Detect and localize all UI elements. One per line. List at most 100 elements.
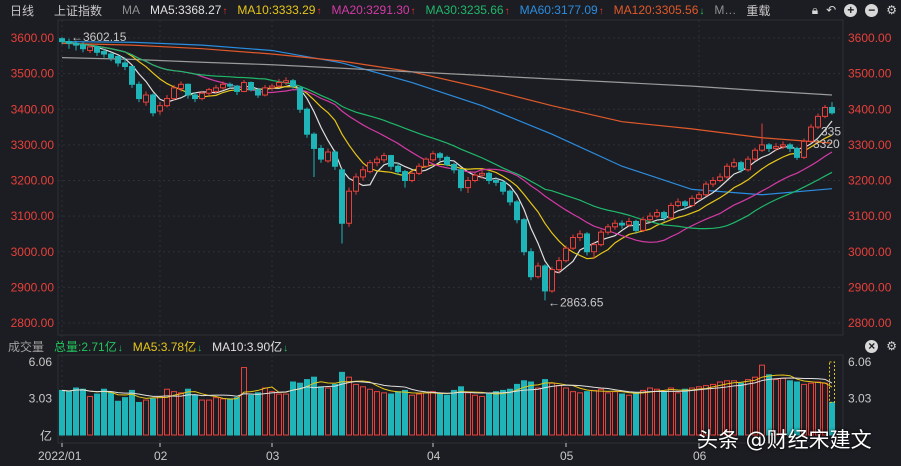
volume-bar[interactable] [59, 389, 65, 436]
candle[interactable] [199, 90, 205, 101]
volume-bar[interactable] [241, 367, 247, 436]
candle[interactable] [801, 138, 807, 160]
volume-bar[interactable] [619, 393, 625, 436]
volume-bar[interactable] [332, 383, 338, 436]
candle[interactable] [353, 173, 359, 195]
volume-bar[interactable] [710, 383, 716, 436]
volume-bar[interactable] [493, 391, 499, 436]
volume-bar[interactable] [87, 395, 93, 436]
candle[interactable] [143, 91, 149, 106]
candle[interactable] [388, 154, 394, 170]
volume-bar[interactable] [423, 392, 429, 436]
candle[interactable] [465, 176, 471, 193]
volume-bar[interactable] [115, 400, 121, 436]
volume-bar[interactable] [479, 395, 485, 436]
volume-bar[interactable] [668, 387, 674, 436]
volume-bar[interactable] [220, 398, 226, 436]
volume-bar[interactable] [689, 387, 695, 436]
candle[interactable] [129, 65, 135, 88]
volume-bar[interactable] [101, 388, 107, 436]
candle[interactable] [206, 87, 212, 96]
candle[interactable] [367, 159, 373, 174]
volume-bar[interactable] [157, 395, 163, 436]
gear-icon[interactable]: ⚙ [886, 3, 897, 17]
volume-bar[interactable] [444, 394, 450, 436]
volume-bar[interactable] [290, 381, 296, 436]
candle[interactable] [318, 144, 324, 163]
candle[interactable] [381, 152, 387, 163]
candle[interactable] [283, 77, 289, 86]
volume-bar[interactable] [703, 385, 709, 436]
candle[interactable] [815, 113, 821, 129]
volume-bar[interactable] [395, 391, 401, 436]
candle[interactable] [507, 189, 513, 206]
candle[interactable] [717, 173, 723, 183]
volume-bar[interactable] [227, 398, 233, 436]
candle[interactable] [80, 41, 86, 53]
volume-bar[interactable] [598, 388, 604, 436]
volume-bar[interactable] [605, 392, 611, 436]
candle[interactable] [164, 95, 170, 108]
volume-bar[interactable] [675, 392, 681, 436]
volume-bar[interactable] [360, 386, 366, 436]
volume-bar[interactable] [262, 387, 268, 436]
volume-bar[interactable] [66, 391, 72, 436]
candle[interactable] [633, 219, 639, 234]
candle[interactable] [185, 83, 191, 99]
candle[interactable] [521, 217, 527, 256]
candle[interactable] [668, 202, 674, 219]
volume-bar[interactable] [724, 380, 730, 436]
candle[interactable] [479, 170, 485, 179]
volume-bar[interactable] [563, 387, 569, 436]
volume-bar[interactable] [682, 388, 688, 436]
candle[interactable] [444, 155, 450, 167]
candle[interactable] [192, 92, 198, 103]
candle[interactable] [234, 85, 240, 95]
volume-bar[interactable] [542, 379, 548, 436]
volume-bar[interactable] [465, 392, 471, 436]
more-indicator[interactable]: M… [714, 3, 737, 17]
candle[interactable] [178, 81, 184, 92]
volume-bar[interactable] [787, 380, 793, 436]
candle[interactable] [220, 81, 226, 90]
candle[interactable] [675, 198, 681, 208]
candle[interactable] [171, 85, 177, 101]
volume-bar[interactable] [122, 397, 128, 436]
volume-bar[interactable] [591, 389, 597, 436]
volume-bar[interactable] [745, 379, 751, 436]
volume-bar[interactable] [731, 380, 737, 436]
candle[interactable] [213, 85, 219, 94]
volume-bar[interactable] [136, 401, 142, 436]
period-label[interactable]: 日线 [10, 3, 35, 18]
candle[interactable] [528, 248, 534, 281]
candle[interactable] [829, 102, 835, 115]
volume-bar[interactable] [451, 389, 457, 436]
volume-bar[interactable] [570, 391, 576, 436]
candle[interactable] [822, 104, 828, 119]
volume-bar[interactable] [339, 371, 345, 436]
volume-bar[interactable] [297, 382, 303, 436]
volume-bar[interactable] [381, 392, 387, 436]
volume-bar[interactable] [143, 399, 149, 436]
volume-bar[interactable] [738, 382, 744, 436]
volume-bar[interactable] [73, 387, 79, 436]
candle[interactable] [248, 81, 254, 92]
volume-bar[interactable] [276, 393, 282, 436]
volume-bar[interactable] [234, 397, 240, 436]
candle[interactable] [59, 37, 65, 45]
candle[interactable] [542, 264, 548, 301]
candle[interactable] [87, 44, 93, 53]
volume-bar[interactable] [129, 389, 135, 436]
volume-bar[interactable] [472, 394, 478, 436]
candle[interactable] [472, 172, 478, 183]
candle[interactable] [122, 57, 128, 71]
candle[interactable] [339, 168, 345, 244]
volume-bar[interactable] [808, 382, 814, 436]
candle[interactable] [563, 245, 569, 263]
candle[interactable] [395, 162, 401, 176]
volume-bar[interactable] [304, 379, 310, 436]
volume-bar[interactable] [640, 389, 646, 436]
candle[interactable] [808, 124, 814, 144]
volume-bar[interactable] [80, 388, 86, 436]
